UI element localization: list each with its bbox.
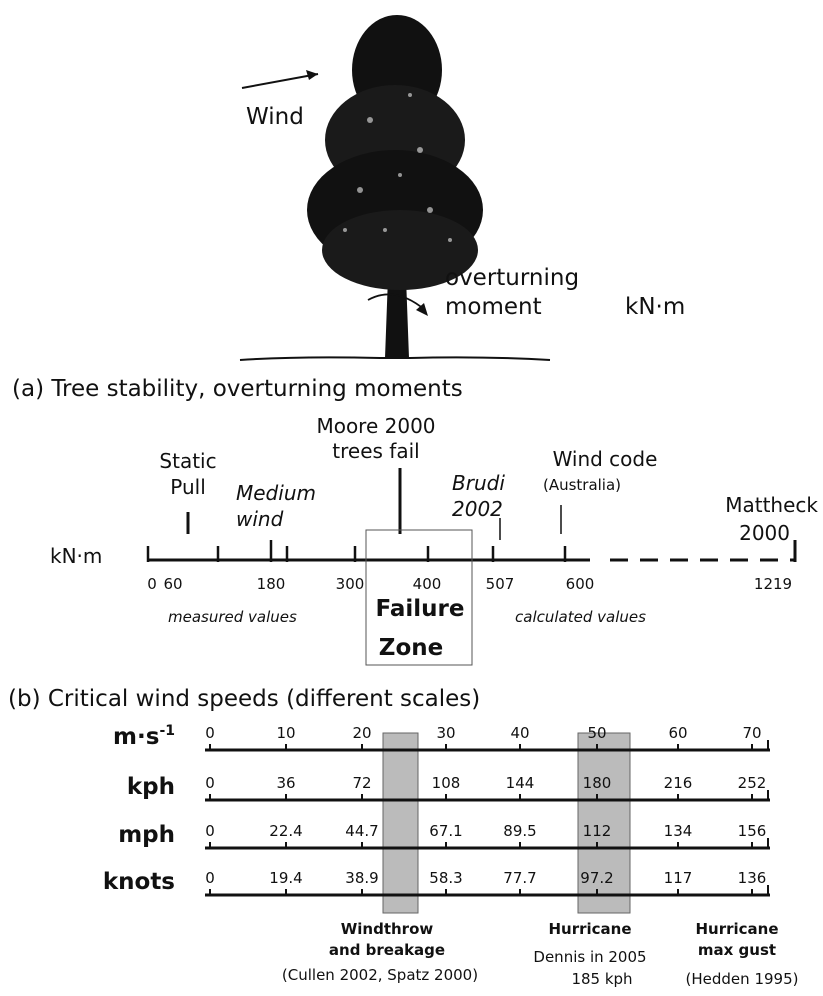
scale-label: 216 (664, 774, 693, 792)
scale-label: 60 (668, 724, 687, 742)
moment-label: overturning (445, 265, 579, 291)
annotation: 2000 (739, 521, 790, 545)
hurricane-band (577, 732, 631, 914)
annotation: and breakage (329, 941, 445, 959)
scale-label: 117 (664, 869, 693, 887)
unit-label: kN·m (625, 294, 685, 320)
scale-label: 134 (664, 822, 693, 840)
annotation: Moore 2000 (316, 414, 435, 438)
axis-a (146, 468, 797, 666)
scale-label: 38.9 (345, 869, 378, 887)
annotation: Medium (236, 481, 316, 505)
scale-unit: knots (103, 869, 175, 895)
scale-label: 156 (738, 822, 767, 840)
annotation: Static (159, 449, 216, 473)
annotation: Wind code (553, 447, 658, 471)
scale-label: 180 (583, 774, 612, 792)
scale-label: 136 (738, 869, 767, 887)
annotation: trees fail (332, 439, 419, 463)
tick-label: 507 (486, 575, 515, 593)
annotation: 2002 (452, 497, 503, 521)
scale-label: 112 (583, 822, 612, 840)
scale-label: 77.7 (503, 869, 536, 887)
annotation: Pull (170, 475, 206, 499)
scale-label: 19.4 (269, 869, 302, 887)
annotation: Mattheck (725, 493, 818, 517)
annotation: wind (236, 507, 284, 531)
annotation: Brudi (452, 471, 505, 495)
scale-unit: kph (127, 774, 175, 800)
unit: knots (103, 869, 175, 895)
scales (205, 740, 770, 897)
scale-label: 0 (205, 774, 215, 792)
section-title: (b) Critical wind speeds (different scal… (8, 686, 480, 712)
scale-label: 50 (587, 724, 606, 742)
annotation: Hurricane (548, 920, 631, 938)
tick-label: 0 (147, 575, 157, 593)
scale-label: 0 (205, 869, 215, 887)
tick-label: 60 (163, 575, 182, 593)
scale-label: 67.1 (429, 822, 462, 840)
annotation: measured values (168, 608, 297, 626)
axis-unit: kN·m (50, 544, 102, 568)
tree-illustration (239, 15, 551, 361)
scale-label: 20 (352, 724, 371, 742)
scale-label: 58.3 (429, 869, 462, 887)
scale-label: 22.4 (269, 822, 302, 840)
scale-label: 10 (276, 724, 295, 742)
tick-label: 180 (257, 575, 286, 593)
scale-label: 70 (742, 724, 761, 742)
scale-label: 144 (506, 774, 535, 792)
annotation: calculated values (515, 608, 646, 626)
annotation: Dennis in 2005 (533, 948, 646, 966)
wind-label: Wind (246, 104, 304, 130)
tick-label: 600 (566, 575, 595, 593)
scale-label: 108 (432, 774, 461, 792)
scale-label: 72 (352, 774, 371, 792)
scale-unit: m·s-1 (113, 723, 175, 750)
tick-label: 1219 (754, 575, 792, 593)
scale-label: 40 (510, 724, 529, 742)
annotation: 185 kph (571, 970, 632, 988)
tick-label: 300 (336, 575, 365, 593)
moment-label: moment (445, 294, 542, 320)
scale-label: 44.7 (345, 822, 378, 840)
windthrow-band (382, 732, 419, 914)
scale-unit: mph (118, 822, 175, 848)
unit: m·s (113, 724, 159, 750)
scale-label: 97.2 (580, 869, 613, 887)
section-title: (a) Tree stability, overturning moments (12, 376, 463, 402)
failure-zone: Zone (379, 635, 443, 661)
scale-label: 0 (205, 822, 215, 840)
annotation: Windthrow (341, 920, 434, 938)
failure-zone: Failure (376, 596, 465, 622)
scale-label: 36 (276, 774, 295, 792)
annotation: (Hedden 1995) (686, 970, 799, 988)
annotation: (Australia) (543, 476, 621, 494)
scale-label: 0 (205, 724, 215, 742)
scale-label: 89.5 (503, 822, 536, 840)
unit: mph (118, 822, 175, 848)
annotation: max gust (698, 941, 776, 959)
annotation: Hurricane (695, 920, 778, 938)
scale-label: 252 (738, 774, 767, 792)
scale-label: 30 (436, 724, 455, 742)
tick-label: 400 (413, 575, 442, 593)
unit-sup: -1 (159, 723, 175, 739)
unit: kph (127, 774, 175, 800)
annotation: (Cullen 2002, Spatz 2000) (282, 966, 478, 984)
